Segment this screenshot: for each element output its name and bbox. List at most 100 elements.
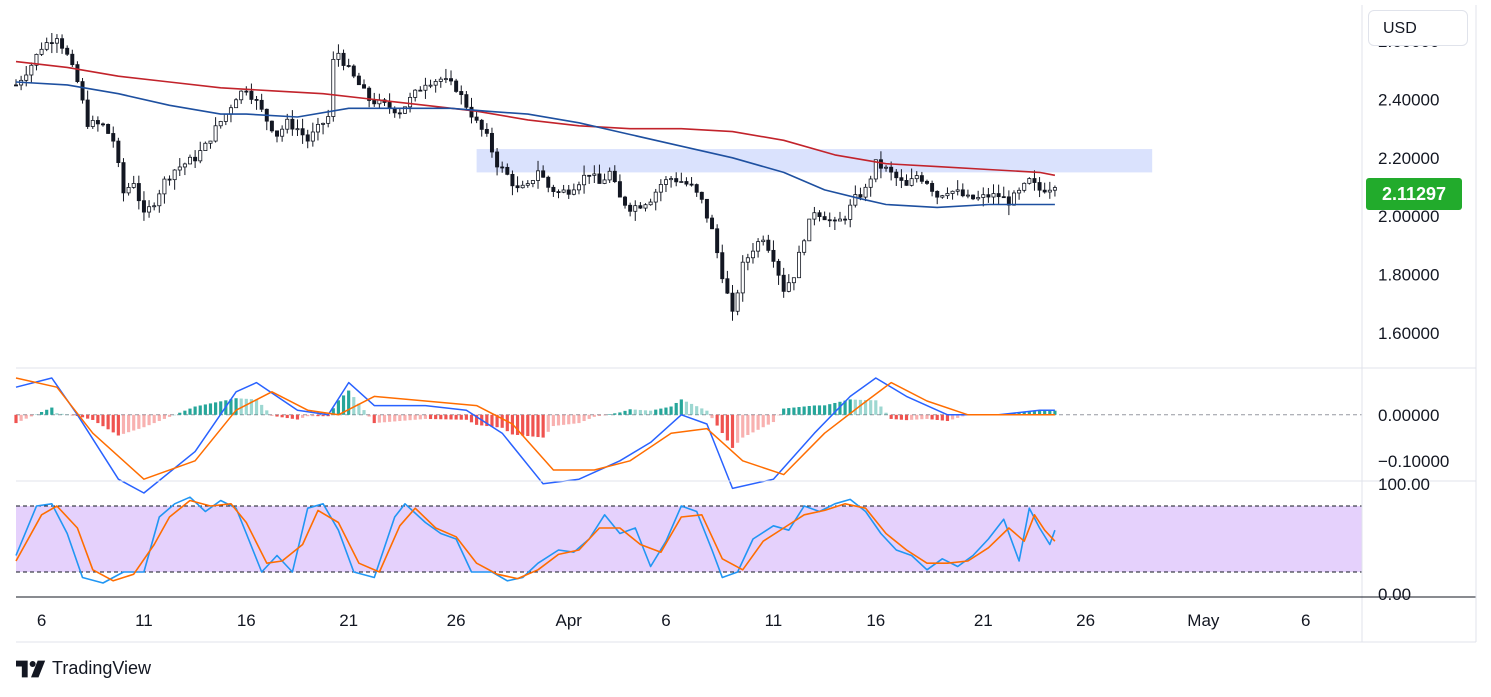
macd-histogram-bar xyxy=(203,404,207,415)
candle-body xyxy=(576,184,581,191)
macd-histogram-bar xyxy=(331,408,335,415)
macd-histogram-bar xyxy=(782,408,786,415)
currency-button[interactable]: USD xyxy=(1368,10,1468,46)
macd-histogram-bar xyxy=(700,408,704,415)
candle xyxy=(648,198,653,206)
macd-histogram-bar xyxy=(899,414,903,420)
candle xyxy=(315,117,320,141)
candle xyxy=(761,235,766,246)
candle xyxy=(244,86,249,96)
candle xyxy=(582,165,587,194)
candle-body xyxy=(106,124,111,134)
candle xyxy=(868,175,873,197)
candle-body xyxy=(684,181,689,185)
candle-body xyxy=(520,184,525,189)
candle-body xyxy=(300,128,305,136)
candle-body xyxy=(1011,192,1016,206)
macd-histogram-bar xyxy=(29,414,33,417)
candle-body xyxy=(853,194,858,206)
macd-histogram-bar xyxy=(521,414,525,436)
candle-body xyxy=(884,166,889,169)
candle xyxy=(1042,182,1047,194)
candle-body xyxy=(971,194,976,200)
candle xyxy=(428,79,433,89)
candle xyxy=(484,123,489,137)
macd-histogram-bar xyxy=(582,414,586,422)
macd-histogram-bar xyxy=(167,414,172,417)
macd-histogram-bar xyxy=(920,414,924,420)
candle xyxy=(807,218,812,242)
candle xyxy=(111,126,116,148)
candle xyxy=(643,203,648,212)
candle-body xyxy=(807,218,812,242)
brand[interactable]: TradingView xyxy=(16,658,151,679)
candle xyxy=(633,200,638,221)
candle xyxy=(34,53,39,71)
macd-histogram-bar xyxy=(843,400,847,415)
candle-body xyxy=(290,118,295,130)
price-tick-label: 2.00000 xyxy=(1378,207,1439,226)
candle-body xyxy=(930,183,935,192)
macd-histogram-bar xyxy=(674,402,678,415)
macd-histogram-bar xyxy=(853,399,857,415)
candle-body xyxy=(203,142,208,151)
macd-histogram-bar xyxy=(930,414,934,420)
candle-body xyxy=(116,140,121,164)
candle-body xyxy=(699,191,704,200)
macd-histogram-bar xyxy=(812,405,816,415)
macd-histogram-bar xyxy=(556,414,561,426)
candle xyxy=(976,190,981,201)
candle-body xyxy=(571,189,576,195)
candle-body xyxy=(228,107,233,115)
macd-histogram-bar xyxy=(336,400,341,415)
candle-body xyxy=(315,123,320,133)
macd-histogram-bar xyxy=(65,414,69,416)
candle-body xyxy=(551,186,556,192)
candle-body xyxy=(428,84,433,87)
candle xyxy=(786,274,791,293)
macd-histogram-bar xyxy=(925,414,929,419)
macd-histogram-bar xyxy=(705,410,709,415)
candle-body xyxy=(126,187,131,194)
candle xyxy=(832,216,837,230)
macd-tick-label: 0.00000 xyxy=(1378,406,1439,425)
macd-tick-label: −0.10000 xyxy=(1378,452,1449,471)
macd-histogram-bar xyxy=(372,414,376,424)
macd-signal-line xyxy=(15,377,1055,480)
candle-body xyxy=(648,201,653,206)
macd-histogram-bar xyxy=(80,414,85,418)
macd-histogram-bar xyxy=(802,406,806,415)
candle-body xyxy=(372,100,377,105)
macd-histogram-bar xyxy=(618,412,622,415)
candle xyxy=(275,130,279,143)
candle xyxy=(1032,170,1037,191)
candle-body xyxy=(111,133,116,142)
candle xyxy=(203,141,208,151)
candle-body xyxy=(771,249,776,262)
candle-body xyxy=(919,175,924,182)
candle-body xyxy=(720,252,725,280)
candle xyxy=(141,191,146,221)
macd-histogram-bar xyxy=(1053,410,1057,415)
candle xyxy=(715,224,720,259)
macd-histogram-bar xyxy=(464,414,468,420)
candle xyxy=(546,175,551,193)
candle xyxy=(771,240,776,268)
candle-body xyxy=(49,42,54,44)
candle-body xyxy=(940,195,945,198)
candle-body xyxy=(848,204,853,220)
candle-body xyxy=(873,159,878,180)
candle xyxy=(1017,187,1022,200)
candle xyxy=(495,147,500,176)
macd-histogram-bar xyxy=(295,414,300,420)
candle-body xyxy=(469,106,474,118)
candle xyxy=(525,180,530,188)
macd-histogram-bar xyxy=(60,413,64,415)
macd-histogram-bar xyxy=(546,414,550,432)
candle xyxy=(791,277,796,291)
candle xyxy=(218,120,223,129)
candle xyxy=(924,179,929,185)
candle xyxy=(623,195,628,209)
candle-body xyxy=(147,206,152,213)
